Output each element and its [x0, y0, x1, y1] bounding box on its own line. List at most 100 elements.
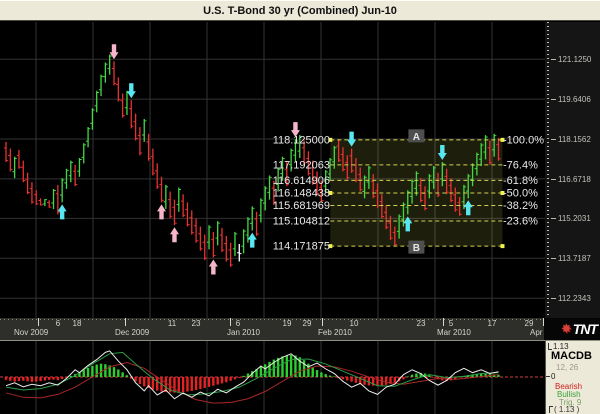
macd-histogram-bar — [311, 367, 314, 377]
sell-signal-arrow — [109, 44, 119, 60]
fib-point-a-badge[interactable] — [408, 129, 425, 143]
sell-signal-arrow — [347, 131, 357, 147]
fib-point-a: A — [413, 132, 420, 143]
fib-price-label: 116.148438 — [273, 187, 330, 199]
scale-bottom-bracket — [549, 406, 553, 414]
macd-scale-top: 1.13 — [548, 342, 569, 351]
fib-price-label: 115.104812 — [273, 216, 330, 228]
macd-histogram-bar — [428, 375, 431, 377]
dynamite-icon: ✸ — [560, 321, 572, 336]
macd-histogram-bar — [410, 374, 414, 377]
title-bar: U.S. T-Bond 30 yr (Combined) Jun-10 — [0, 0, 600, 21]
macd-histogram-bar — [112, 367, 116, 377]
sell-signal-arrow — [290, 122, 300, 138]
macd-histogram-bar — [328, 375, 332, 377]
macd-histogram-bar — [121, 372, 124, 377]
macd-histogram-bar — [216, 377, 219, 385]
day-label: 10 — [349, 319, 359, 328]
fib-percent-label: -61.8% — [503, 175, 538, 187]
macd-params: 12, 26 — [556, 363, 579, 372]
macd-histogram-bar — [22, 377, 25, 381]
price-axis[interactable]: 121.1250 119.6406 118.1562 116.6718 115.2031… — [545, 22, 600, 318]
time-axis-ruler — [0, 319, 600, 320]
fib-percent-label: -100.0% — [503, 134, 544, 146]
macd-histogram-bar — [56, 377, 60, 381]
macd-pane[interactable] — [0, 340, 545, 414]
macd-histogram-bar — [384, 377, 388, 385]
fib-percent-label: -23.6% — [503, 216, 538, 228]
macd-histogram-bar — [225, 377, 228, 383]
macd-histogram-bar — [268, 361, 271, 377]
macd-histogram-bar — [238, 377, 241, 378]
fib-handle[interactable] — [500, 137, 505, 142]
macd-histogram-bar — [43, 377, 47, 381]
macd-histogram-bar — [52, 377, 55, 380]
buy-signal-arrow — [247, 232, 257, 248]
macd-bullish-label: Bullish — [557, 390, 581, 399]
macd-canvas — [0, 341, 545, 414]
price-axis-label: 121.1250 — [558, 55, 592, 65]
fib-percent-label: -38.2% — [503, 200, 538, 212]
buy-signal-arrow — [157, 204, 167, 220]
fib-handle[interactable] — [328, 137, 333, 142]
fib-handle[interactable] — [328, 244, 333, 249]
macd-histogram-bar — [242, 375, 245, 377]
price-axis-label: 113.7187 — [558, 254, 591, 264]
macd-histogram-bar — [78, 372, 81, 377]
fib-price-label: 114.171875 — [273, 241, 330, 253]
macd-histogram-bar — [30, 377, 34, 382]
macd-histogram-bar — [86, 368, 90, 377]
price-axis-ruler — [547, 22, 549, 318]
macd-bearish-label: Bearish — [555, 382, 583, 391]
fib-price-label: 118.125000 — [273, 134, 330, 146]
macd-histogram-bar — [212, 377, 215, 386]
macd-histogram-bar — [285, 355, 288, 377]
tnt-logo: ✸ TNT — [544, 318, 600, 340]
macd-histogram-bar — [168, 377, 172, 393]
macd-histogram-bar — [190, 377, 193, 391]
month-label: Jan 2010 — [227, 328, 260, 337]
month-label: Feb 2010 — [318, 328, 352, 337]
macd-histogram-bar — [233, 377, 237, 380]
macd-histogram-bar — [91, 365, 94, 377]
price-axis-tick — [551, 218, 556, 220]
macd-histogram-bar — [315, 370, 319, 377]
fib-handle[interactable] — [500, 244, 505, 249]
macd-histogram-bar — [35, 377, 38, 382]
price-axis-tick — [551, 99, 556, 101]
price-chart-pane[interactable]: 118.125000 -100.0% 117.192063 -76.4% 116.614… — [0, 22, 545, 318]
day-label: 19 — [282, 319, 292, 328]
price-axis-label: 118.1562 — [558, 135, 591, 144]
time-axis[interactable]: Nov 2009 Dec 2009 Jan 2010 Feb 2010 Mar 2010… — [0, 318, 600, 340]
buy-signal-arrow — [208, 259, 218, 275]
fib-price-label: 115.681969 — [273, 200, 330, 212]
macd-histogram-bar — [475, 374, 479, 377]
macd-histogram-bar — [65, 377, 68, 378]
month-tick — [543, 318, 544, 326]
macd-histogram-bar — [156, 377, 159, 391]
macd-histogram-bar — [13, 377, 16, 382]
macd-histogram-bar — [346, 377, 349, 381]
fib-handle[interactable] — [500, 190, 505, 195]
macd-histogram-bar — [255, 368, 258, 377]
macd-histogram-bar — [60, 377, 64, 380]
macd-histogram-bar — [264, 364, 267, 377]
window-title: U.S. T-Bond 30 yr (Combined) Jun-10 — [203, 4, 397, 17]
macd-histogram-bar — [419, 372, 422, 377]
macd-histogram-bar — [48, 377, 51, 380]
macd-histogram-bar — [454, 377, 457, 380]
macd-histogram-bar — [104, 364, 107, 377]
macd-histogram-bar — [458, 377, 461, 378]
macd-histogram-bar — [108, 365, 111, 377]
tnt-logo-text: TNT — [572, 321, 598, 337]
fib-handle[interactable] — [328, 190, 333, 195]
month-tick — [322, 318, 323, 326]
macd-histogram-bar — [393, 377, 396, 383]
macd-histogram-bar — [333, 376, 336, 378]
macd-histogram-bar — [95, 364, 98, 377]
fib-point-b-badge[interactable] — [408, 240, 425, 254]
macd-histogram-bar — [199, 377, 202, 390]
month-tick — [230, 318, 231, 326]
month-tick — [38, 318, 39, 326]
